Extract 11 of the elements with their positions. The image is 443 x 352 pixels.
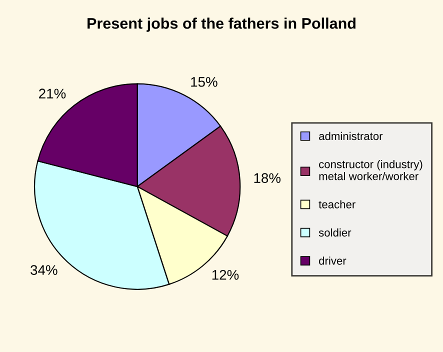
data-label: 18% [254,173,281,183]
legend-label: constructor (industry) metal worker/worker [319,160,422,180]
legend-label: driver [319,256,346,265]
data-label: 34% [30,265,58,275]
legend-label: soldier [318,228,352,237]
data-label: 21% [39,88,66,98]
chart-title: Present jobs of the fathers in Polland [88,18,356,32]
data-label: 12% [212,270,239,280]
data-label: 15% [191,77,218,87]
legend-label: teacher [318,200,356,208]
legend-label: administrator [319,132,383,140]
